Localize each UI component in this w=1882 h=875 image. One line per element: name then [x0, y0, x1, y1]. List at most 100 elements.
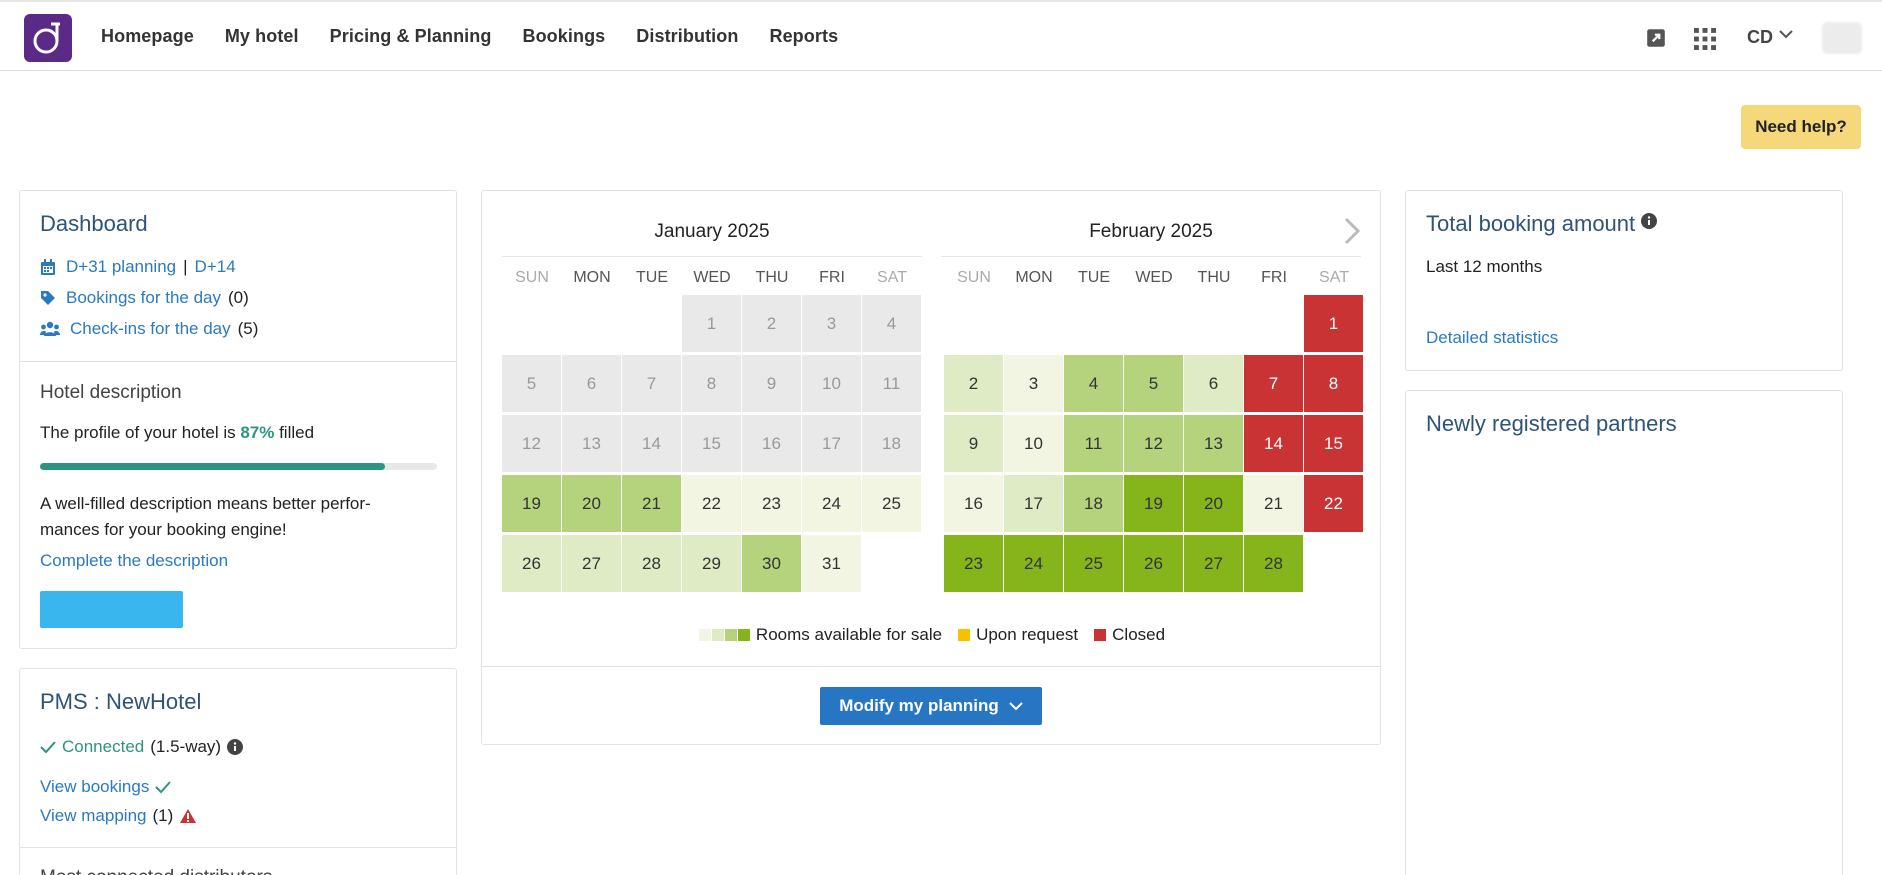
- calendar-day-cell[interactable]: 21: [1244, 475, 1303, 532]
- calendar-day-cell[interactable]: 9: [944, 415, 1003, 472]
- weekday-label: TUE: [636, 269, 668, 286]
- calendar-day-cell[interactable]: 23: [742, 475, 801, 532]
- calendar-day-cell[interactable]: 13: [1184, 415, 1243, 472]
- top-navbar: Homepage My hotel Pricing & Planning Boo…: [0, 0, 1882, 71]
- weekday-label: SAT: [1319, 269, 1349, 286]
- external-link-icon[interactable]: [1645, 27, 1667, 49]
- calendar-day-cell[interactable]: 20: [562, 475, 621, 532]
- next-month-arrow-icon[interactable]: [1342, 215, 1362, 247]
- user-menu-initials[interactable]: CD: [1747, 27, 1773, 47]
- nav-homepage[interactable]: Homepage: [101, 26, 194, 46]
- mapping-count: (1): [152, 806, 174, 825]
- d14-link[interactable]: D+14: [194, 257, 236, 276]
- calendar-day-cell: 9: [742, 355, 801, 412]
- pms-card: PMS : NewHotel Connected (1.5-way) View …: [19, 668, 457, 875]
- description-tip: A well-filled description means better p…: [40, 491, 371, 543]
- checkins-for-day-link[interactable]: Check-ins for the day: [70, 319, 231, 338]
- calendar-day-cell[interactable]: 4: [1064, 355, 1123, 412]
- profile-progress-fill: [40, 463, 386, 470]
- month-title-january: January 2025: [654, 221, 770, 242]
- profile-text-before: The profile of your hotel is: [40, 423, 241, 442]
- hotel-description-title: Hotel description: [40, 382, 182, 403]
- info-icon[interactable]: [1641, 213, 1658, 229]
- calendar-day-cell[interactable]: 7: [1244, 355, 1303, 412]
- calendar-day-cell[interactable]: 15: [1304, 415, 1363, 472]
- nav-pricing-planning[interactable]: Pricing & Planning: [329, 26, 492, 46]
- bookings-for-day-link[interactable]: Bookings for the day: [66, 288, 221, 307]
- calendar-day-cell[interactable]: 18: [1064, 475, 1123, 532]
- calendar-day-cell[interactable]: 27: [562, 535, 621, 592]
- nav-distribution[interactable]: Distribution: [636, 26, 739, 46]
- weekday-label: MON: [1015, 269, 1053, 286]
- calendar-day-cell[interactable]: 17: [1004, 475, 1063, 532]
- calendar-day-cell[interactable]: 16: [944, 475, 1003, 532]
- calendar-day-cell[interactable]: 25: [1064, 535, 1123, 592]
- calendar-day-cell[interactable]: 1: [1304, 295, 1363, 352]
- view-mapping-link[interactable]: View mapping: [40, 806, 147, 825]
- avatar[interactable]: [1822, 22, 1862, 54]
- detailed-statistics-link[interactable]: Detailed statistics: [1426, 328, 1559, 347]
- weekday-label: TUE: [1078, 269, 1110, 286]
- calendar-day-cell: 1: [682, 295, 741, 352]
- modify-planning-button[interactable]: Modify my planning: [820, 687, 1042, 725]
- planning-calendar-card: January 2025 February 2025 SUN MON TUE WED T…: [481, 190, 1381, 745]
- calendar-day-cell[interactable]: 26: [502, 535, 561, 592]
- calendar-day-cell[interactable]: 30: [742, 535, 801, 592]
- view-bookings-link[interactable]: View bookings: [40, 777, 150, 796]
- weekday-label: FRI: [819, 269, 845, 286]
- calendar-day-cell[interactable]: 29: [682, 535, 741, 592]
- weekday-label: MON: [573, 269, 611, 286]
- apps-grid-icon[interactable]: [1694, 28, 1716, 50]
- view-mapping-row: View mapping (1): [40, 806, 197, 826]
- nav-reports[interactable]: Reports: [769, 26, 839, 46]
- calendar-day-cell[interactable]: 5: [1124, 355, 1183, 412]
- calendar-day-cell[interactable]: 10: [1004, 415, 1063, 472]
- check-icon: [155, 781, 172, 794]
- calendar-day-cell[interactable]: 22: [1304, 475, 1363, 532]
- calendar-day-cell[interactable]: 25: [862, 475, 921, 532]
- calendar-day-cell: 14: [622, 415, 681, 472]
- divider: [20, 847, 456, 848]
- calendar-day-cell[interactable]: 14: [1244, 415, 1303, 472]
- calendar-day-cell[interactable]: 21: [622, 475, 681, 532]
- calendar-day-cell[interactable]: 8: [1304, 355, 1363, 412]
- nav-my-hotel[interactable]: My hotel: [224, 26, 299, 46]
- calendar-day-cell[interactable]: 19: [502, 475, 561, 532]
- bookings-day-row: Bookings for the day (0): [40, 288, 249, 308]
- calendar-day-cell[interactable]: 20: [1184, 475, 1243, 532]
- calendar-day-cell[interactable]: 28: [1244, 535, 1303, 592]
- chevron-down-icon[interactable]: [1778, 28, 1794, 40]
- calendar-day-cell: 3: [802, 295, 861, 352]
- calendar-day-cell[interactable]: 24: [1004, 535, 1063, 592]
- calendar-day-cell[interactable]: 23: [944, 535, 1003, 592]
- calendar-day-cell[interactable]: 12: [1124, 415, 1183, 472]
- info-icon[interactable]: [227, 739, 244, 755]
- legend-swatch-closed: [1094, 629, 1107, 641]
- calendar-day-cell[interactable]: 2: [944, 355, 1003, 412]
- chevron-down-icon: [1009, 702, 1023, 711]
- calendar-day-cell[interactable]: 6: [1184, 355, 1243, 412]
- description-action-button[interactable]: [40, 591, 183, 628]
- calendar-day-cell[interactable]: 24: [802, 475, 861, 532]
- calendar-day-cell[interactable]: 31: [802, 535, 861, 592]
- profile-progress-bar: [40, 463, 437, 470]
- calendar-day-cell[interactable]: 3: [1004, 355, 1063, 412]
- calendar-day-cell[interactable]: 28: [622, 535, 681, 592]
- profile-filled-text: The profile of your hotel is 87% filled: [40, 423, 314, 443]
- calendar-day-cell[interactable]: 11: [1064, 415, 1123, 472]
- calendar-day-cell[interactable]: 26: [1124, 535, 1183, 592]
- calendar-day-cell: 17: [802, 415, 861, 472]
- app-logo[interactable]: [24, 14, 72, 62]
- nav-bookings[interactable]: Bookings: [522, 26, 606, 46]
- divider: [20, 361, 456, 362]
- calendar-day-cell[interactable]: 22: [682, 475, 741, 532]
- main-nav: Homepage My hotel Pricing & Planning Boo…: [101, 26, 838, 47]
- weekday-label: WED: [693, 269, 731, 286]
- calendar-day-cell: 5: [502, 355, 561, 412]
- need-help-button[interactable]: Need help?: [1741, 105, 1861, 149]
- calendar-day-cell[interactable]: 27: [1184, 535, 1243, 592]
- profile-text-after: filled: [274, 423, 315, 442]
- d31-planning-link[interactable]: D+31 planning: [66, 257, 177, 276]
- complete-description-link[interactable]: Complete the description: [40, 551, 229, 570]
- calendar-day-cell[interactable]: 19: [1124, 475, 1183, 532]
